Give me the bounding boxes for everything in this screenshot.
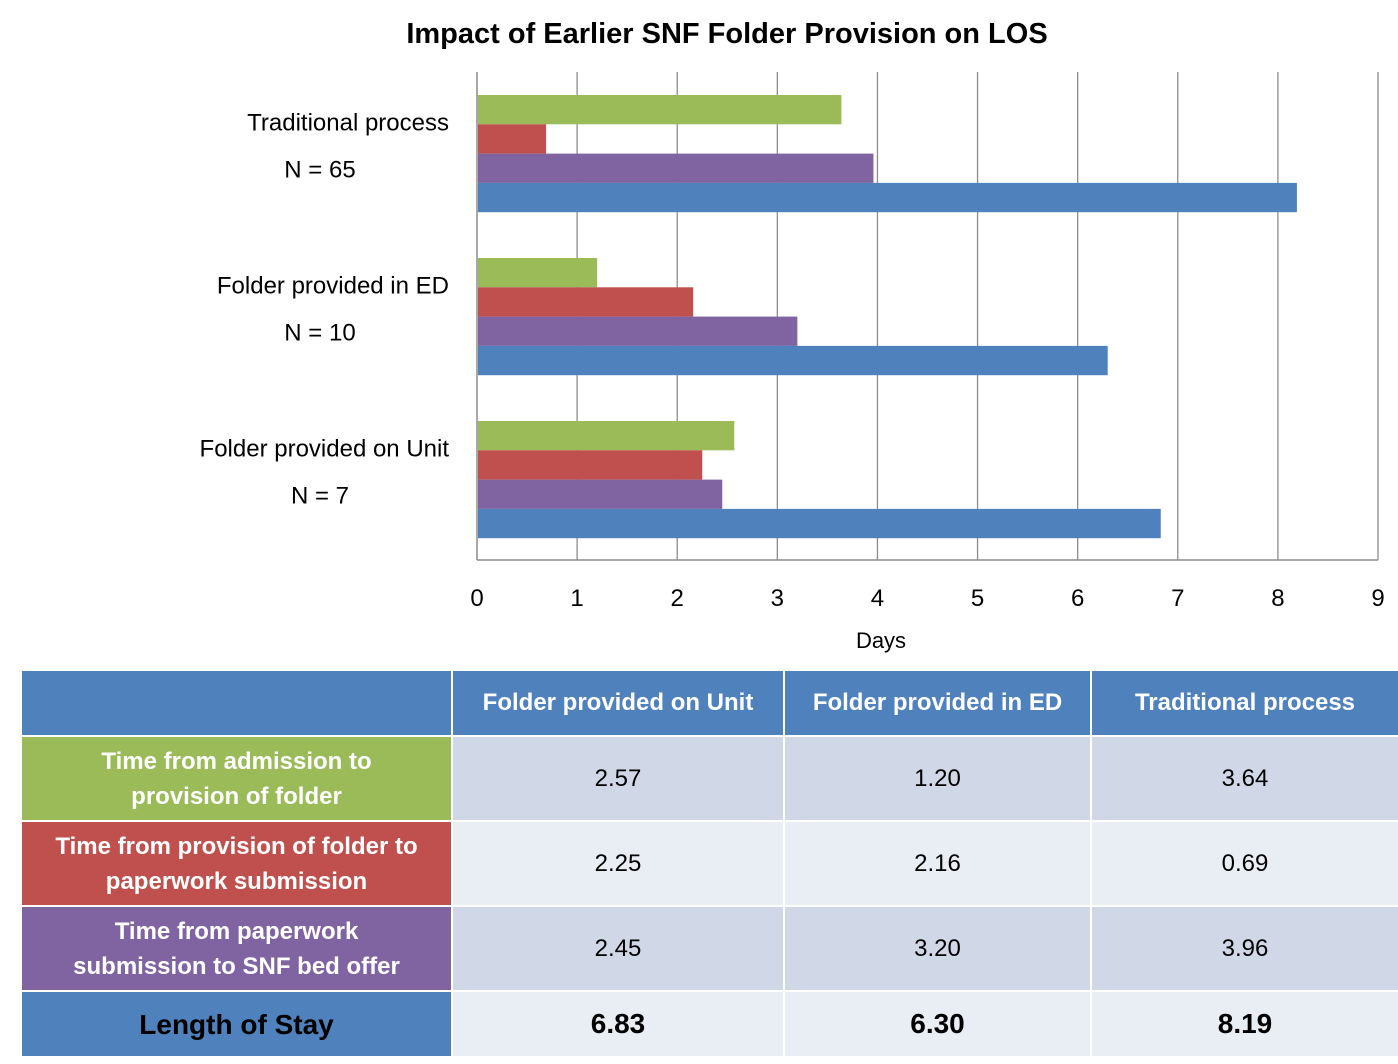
x-tick-label: 0 xyxy=(470,585,483,612)
bar xyxy=(478,421,735,451)
bar xyxy=(478,479,723,509)
x-tick-label: 3 xyxy=(771,585,784,612)
row-label-line: submission to SNF bed offer xyxy=(73,952,400,980)
category-labels: Traditional process N = 65 Folder provided… xyxy=(200,110,450,510)
row-label-line: provision of folder xyxy=(131,782,342,810)
bar xyxy=(478,95,842,125)
bar xyxy=(478,258,598,288)
row-label: Length of Stay xyxy=(20,990,453,1058)
row-label: Time from admission to provision of fold… xyxy=(20,735,453,822)
table-cell: 2.25 xyxy=(451,820,785,907)
x-tick-label: 6 xyxy=(1071,585,1084,612)
table-row: Time from admission to provision of fold… xyxy=(20,735,1398,822)
x-axis-title: Days xyxy=(856,628,906,653)
bar-chart: Impact of Earlier SNF Folder Provision o… xyxy=(200,18,1385,653)
table-cell: 8.19 xyxy=(1090,990,1398,1058)
table-row-length-of-stay: Length of Stay 6.83 6.30 8.19 xyxy=(20,990,1398,1058)
row-label-line: Time from provision of folder to xyxy=(55,832,418,860)
table-cell: 2.16 xyxy=(783,820,1092,907)
table-cell: 3.64 xyxy=(1090,735,1398,822)
row-label-line: paperwork submission xyxy=(105,867,368,895)
category-n-label: N = 10 xyxy=(284,320,355,347)
table-cell: 2.57 xyxy=(451,735,785,822)
x-tick-label: 9 xyxy=(1371,585,1384,612)
bar xyxy=(478,508,1161,539)
category-n-label: N = 65 xyxy=(284,157,355,184)
column-header: Traditional process xyxy=(1090,669,1398,737)
column-header: Folder provided on Unit xyxy=(451,669,785,737)
bar xyxy=(478,316,798,346)
row-label: Time from provision of folder to paperwo… xyxy=(20,820,453,907)
bar xyxy=(478,345,1108,376)
row-label-line: Time from admission to xyxy=(101,747,372,775)
x-tick-label: 1 xyxy=(570,585,583,612)
x-tick-label: 5 xyxy=(971,585,984,612)
data-table: Folder provided on Unit Folder provided … xyxy=(20,669,1398,1058)
table-cell: 2.45 xyxy=(451,905,785,992)
table-cell: 1.20 xyxy=(783,735,1092,822)
table-row: Time from paperwork submission to SNF be… xyxy=(20,905,1398,992)
x-tick-label: 7 xyxy=(1171,585,1184,612)
bar xyxy=(478,450,703,480)
bar xyxy=(478,124,547,154)
row-label: Time from paperwork submission to SNF be… xyxy=(20,905,453,992)
category-label: Folder provided on Unit xyxy=(200,436,450,463)
category-n-label: N = 7 xyxy=(291,483,349,510)
table-cell: 3.96 xyxy=(1090,905,1398,992)
bar xyxy=(478,153,874,183)
table-row: Time from provision of folder to paperwo… xyxy=(20,820,1398,907)
bar xyxy=(478,287,694,317)
bar xyxy=(478,182,1297,213)
category-label: Folder provided in ED xyxy=(217,273,449,300)
row-label-line: Time from paperwork xyxy=(114,917,359,945)
table-cell: 3.20 xyxy=(783,905,1092,992)
table-corner-cell xyxy=(20,669,453,737)
category-label: Traditional process xyxy=(247,110,449,137)
table-header-row: Folder provided on Unit Folder provided … xyxy=(20,669,1398,737)
gridlines xyxy=(576,72,1379,560)
axes: 0 1 2 3 4 5 6 7 8 9 xyxy=(470,72,1385,612)
table-cell: 6.83 xyxy=(451,990,785,1058)
table-cell: 6.30 xyxy=(783,990,1092,1058)
x-tick-label: 8 xyxy=(1271,585,1284,612)
bars xyxy=(478,95,1297,539)
chart-title: Impact of Earlier SNF Folder Provision o… xyxy=(406,18,1047,50)
column-header: Folder provided in ED xyxy=(783,669,1092,737)
x-tick-label: 4 xyxy=(871,585,884,612)
x-tick-label: 2 xyxy=(671,585,684,612)
table-cell: 0.69 xyxy=(1090,820,1398,907)
